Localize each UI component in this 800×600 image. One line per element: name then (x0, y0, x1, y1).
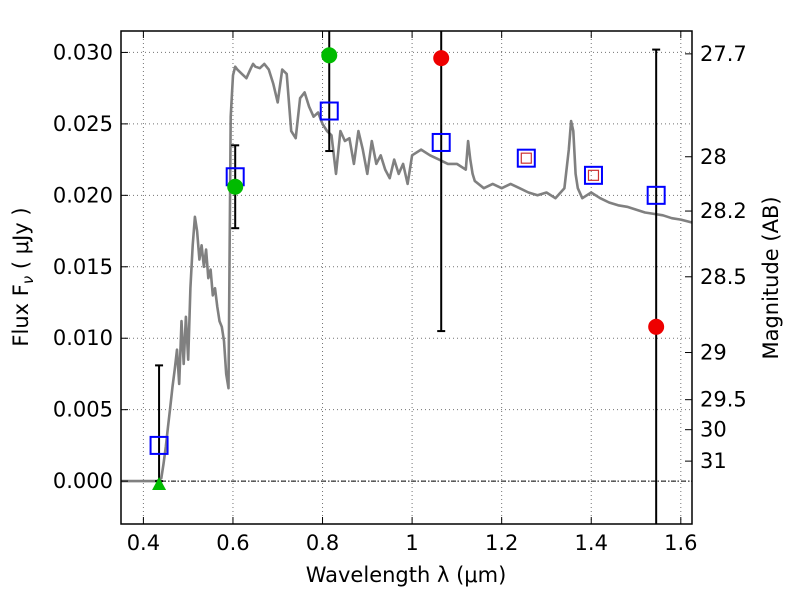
red-flux-point (648, 318, 665, 335)
right-tick-label: 27.7 (700, 42, 747, 66)
model-flux-inner-box (587, 169, 600, 181)
y-axis-ticks: 0.000 0.005 0.010 0.015 0.020 0.025 0.030 (53, 40, 128, 493)
red-flux-point (433, 50, 450, 67)
y-tick-label: 0.000 (53, 469, 113, 493)
plot-frame (120, 30, 693, 525)
observed-flux-box (516, 148, 536, 168)
model-flux-inner-box (520, 152, 532, 164)
x-tick-label: 1.2 (485, 531, 518, 555)
green-flux-point (227, 178, 244, 195)
model-spectrum-layer (121, 62, 693, 483)
y-axis-label-unit: ( μJy ) (9, 207, 33, 275)
y-tick-label: 0.020 (53, 183, 113, 207)
y-tick-label: 0.005 (53, 398, 113, 422)
x-tick-label: 1.6 (664, 531, 697, 555)
right-axis-ticks: 27.7 28 28.2 28.5 29 29.5 30 31 (685, 42, 747, 473)
right-axis-label: Magnitude (AB) (759, 196, 783, 359)
x-tick-label: 0.6 (216, 531, 249, 555)
right-tick-label: 28.2 (700, 199, 747, 223)
x-tick-label: 0.8 (306, 531, 339, 555)
model-spectrum-line (121, 62, 693, 483)
right-tick-label: 29 (700, 341, 727, 365)
y-axis-label-main: Flux F (9, 284, 33, 346)
x-axis-label: Wavelength λ (μm) (306, 563, 507, 587)
upper-limit-triangle (152, 476, 167, 490)
data-points-layer (149, 31, 666, 524)
right-tick-label: 28 (700, 145, 727, 169)
right-tick-label: 28.5 (700, 265, 747, 289)
y-axis-label: Flux Fν ( μJy ) (9, 207, 37, 346)
y-tick-label: 0.010 (53, 326, 113, 350)
observed-flux-box (583, 165, 603, 185)
right-tick-label: 29.5 (700, 388, 747, 412)
x-tick-label: 0.4 (127, 531, 160, 555)
observed-flux-box (431, 132, 451, 152)
y-tick-label: 0.015 (53, 255, 113, 279)
y-tick-label: 0.030 (53, 40, 113, 64)
green-flux-point (321, 47, 338, 64)
x-tick-label: 1.4 (575, 531, 608, 555)
x-tick-label: 1 (405, 531, 418, 555)
observed-flux-box (319, 101, 339, 121)
grid-lines (121, 31, 692, 524)
y-tick-label: 0.025 (53, 112, 113, 136)
x-axis-ticks: 0.4 0.6 0.8 1 1.2 1.4 1.6 (127, 31, 698, 555)
y-axis-label-subscript: ν (19, 276, 37, 284)
observed-flux-box (646, 185, 666, 205)
observed-flux-box (149, 435, 169, 455)
right-tick-label: 31 (700, 449, 727, 473)
right-tick-label: 30 (700, 418, 727, 442)
